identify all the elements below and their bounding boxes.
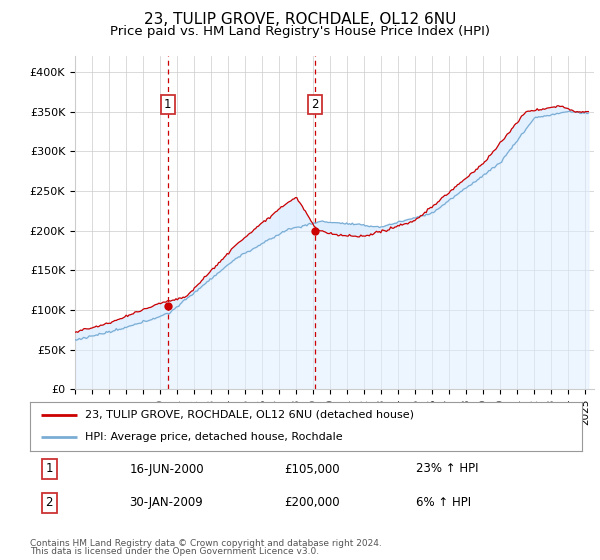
- Text: HPI: Average price, detached house, Rochdale: HPI: Average price, detached house, Roch…: [85, 432, 343, 442]
- Text: Contains HM Land Registry data © Crown copyright and database right 2024.: Contains HM Land Registry data © Crown c…: [30, 539, 382, 548]
- Text: 6% ↑ HPI: 6% ↑ HPI: [416, 496, 472, 509]
- Text: This data is licensed under the Open Government Licence v3.0.: This data is licensed under the Open Gov…: [30, 547, 319, 556]
- Text: 2: 2: [311, 98, 319, 111]
- Text: 16-JUN-2000: 16-JUN-2000: [130, 463, 204, 475]
- Text: 1: 1: [46, 463, 53, 475]
- Text: 1: 1: [164, 98, 172, 111]
- Text: 30-JAN-2009: 30-JAN-2009: [130, 496, 203, 509]
- Text: £200,000: £200,000: [284, 496, 340, 509]
- Text: 23, TULIP GROVE, ROCHDALE, OL12 6NU: 23, TULIP GROVE, ROCHDALE, OL12 6NU: [144, 12, 456, 27]
- Text: 23, TULIP GROVE, ROCHDALE, OL12 6NU (detached house): 23, TULIP GROVE, ROCHDALE, OL12 6NU (det…: [85, 410, 414, 420]
- Text: Price paid vs. HM Land Registry's House Price Index (HPI): Price paid vs. HM Land Registry's House …: [110, 25, 490, 38]
- Text: 23% ↑ HPI: 23% ↑ HPI: [416, 463, 479, 475]
- Text: £105,000: £105,000: [284, 463, 340, 475]
- Text: 2: 2: [46, 496, 53, 509]
